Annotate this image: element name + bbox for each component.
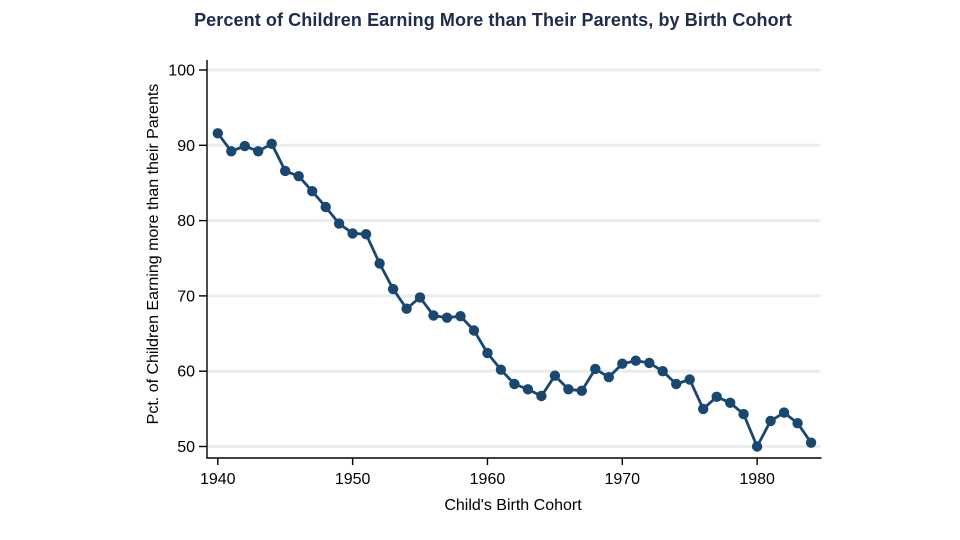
x-tick-label: 1980 (739, 471, 775, 488)
data-point (549, 370, 561, 381)
data-point (698, 403, 709, 415)
data-point (617, 358, 628, 369)
data-point (253, 146, 264, 157)
y-tick-label: 100 (168, 63, 195, 80)
data-point (657, 366, 668, 377)
data-line (216, 132, 813, 448)
x-tick-label: 1940 (200, 471, 236, 488)
data-point (563, 384, 574, 395)
data-point (590, 363, 601, 375)
data-point (603, 372, 614, 383)
data-point (307, 186, 318, 197)
data-point (671, 378, 682, 390)
data-point (333, 218, 345, 229)
data-point (347, 228, 358, 239)
data-point (778, 407, 790, 418)
data-point (792, 418, 803, 429)
data-point (805, 437, 817, 448)
data-point (536, 390, 547, 402)
x-tick-label: 1970 (604, 471, 640, 488)
data-point (468, 325, 480, 336)
data-point (751, 441, 763, 452)
x-tick-label: 1960 (470, 471, 506, 488)
data-point (495, 364, 507, 375)
data-point (738, 408, 749, 420)
data-point (280, 165, 291, 177)
data-point (239, 140, 250, 152)
data-point (212, 128, 223, 139)
y-tick-label: 80 (177, 213, 195, 230)
data-point (428, 310, 439, 321)
data-point (576, 385, 587, 396)
data-point (414, 292, 426, 303)
data-point (387, 283, 399, 295)
y-tick-label: 60 (177, 364, 195, 381)
data-point (226, 146, 237, 157)
y-tick-label: 50 (177, 439, 195, 456)
data-point (725, 397, 736, 408)
y-tick-label: 90 (177, 138, 195, 155)
data-point (684, 374, 695, 385)
chart-title: Percent of Children Earning More than Th… (194, 10, 792, 30)
data-point (441, 312, 453, 323)
data-point (630, 355, 641, 366)
data-point (320, 201, 331, 213)
x-axis-label: Child's Birth Cohort (444, 497, 582, 514)
data-point (509, 378, 520, 390)
data-point (522, 384, 534, 395)
data-point (765, 415, 776, 427)
data-point (401, 303, 412, 314)
data-point (293, 171, 304, 182)
data-point (455, 311, 466, 322)
data-point (711, 391, 722, 402)
data-point (266, 138, 277, 149)
data-point (374, 258, 385, 269)
data-point (360, 229, 372, 240)
data-point (482, 347, 493, 359)
data-point (644, 357, 655, 369)
x-tick-label: 1950 (335, 471, 371, 488)
y-tick-label: 70 (177, 288, 195, 305)
